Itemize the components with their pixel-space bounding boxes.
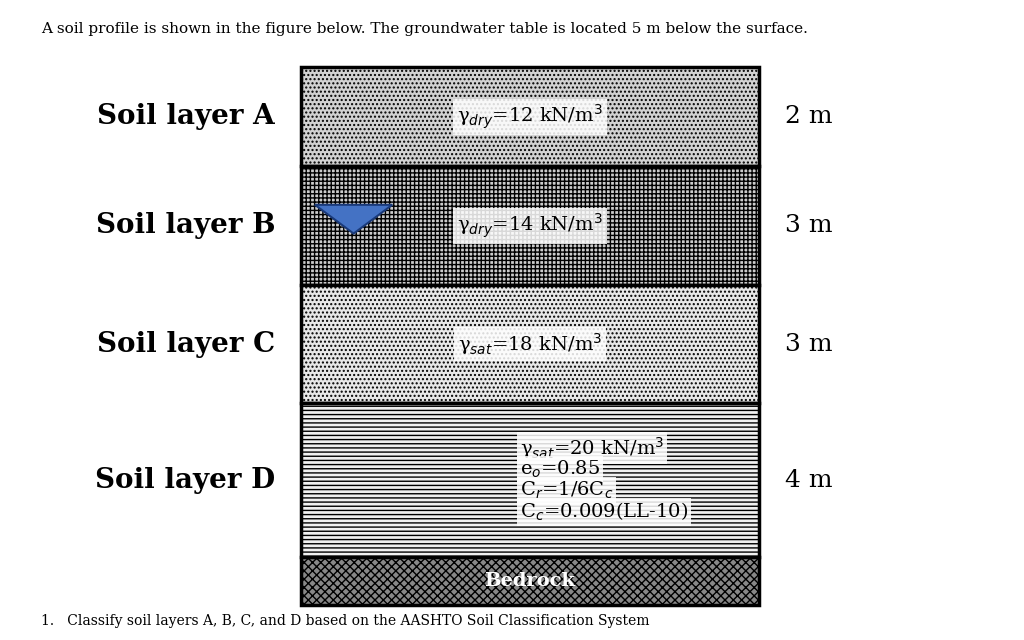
Bar xyxy=(301,557,759,605)
Bar xyxy=(301,67,759,166)
Text: γ$_{sat}$=18 kN/m$^3$: γ$_{sat}$=18 kN/m$^3$ xyxy=(458,331,602,357)
Text: e$_o$=0.85: e$_o$=0.85 xyxy=(520,459,600,480)
Text: C$_r$=1/6C$_c$: C$_r$=1/6C$_c$ xyxy=(520,480,613,501)
Text: γ$_{sat}$=20 kN/m$^3$: γ$_{sat}$=20 kN/m$^3$ xyxy=(520,435,664,461)
Text: 2 m: 2 m xyxy=(784,106,833,128)
Bar xyxy=(301,285,759,403)
Text: Bedrock: Bedrock xyxy=(484,572,575,590)
Text: Soil layer B: Soil layer B xyxy=(95,212,275,239)
Bar xyxy=(301,166,759,285)
Text: 4 m: 4 m xyxy=(784,468,833,492)
Text: Soil layer D: Soil layer D xyxy=(95,467,275,493)
Text: γ$_{dry}$=12 kN/m$^3$: γ$_{dry}$=12 kN/m$^3$ xyxy=(457,102,603,131)
Text: Soil layer C: Soil layer C xyxy=(97,330,275,358)
Text: C$_c$=0.009(LL-10): C$_c$=0.009(LL-10) xyxy=(520,500,688,523)
Polygon shape xyxy=(314,205,392,234)
Bar xyxy=(301,403,759,557)
Text: 1.   Classify soil layers A, B, C, and D based on the AASHTO Soil Classification: 1. Classify soil layers A, B, C, and D b… xyxy=(41,614,649,628)
Text: 3 m: 3 m xyxy=(784,333,833,355)
Text: 3 m: 3 m xyxy=(784,214,833,237)
Text: A soil profile is shown in the figure below. The groundwater table is located 5 : A soil profile is shown in the figure be… xyxy=(41,22,808,36)
Text: γ$_{dry}$=14 kN/m$^3$: γ$_{dry}$=14 kN/m$^3$ xyxy=(457,211,603,240)
Text: Soil layer A: Soil layer A xyxy=(97,103,275,131)
